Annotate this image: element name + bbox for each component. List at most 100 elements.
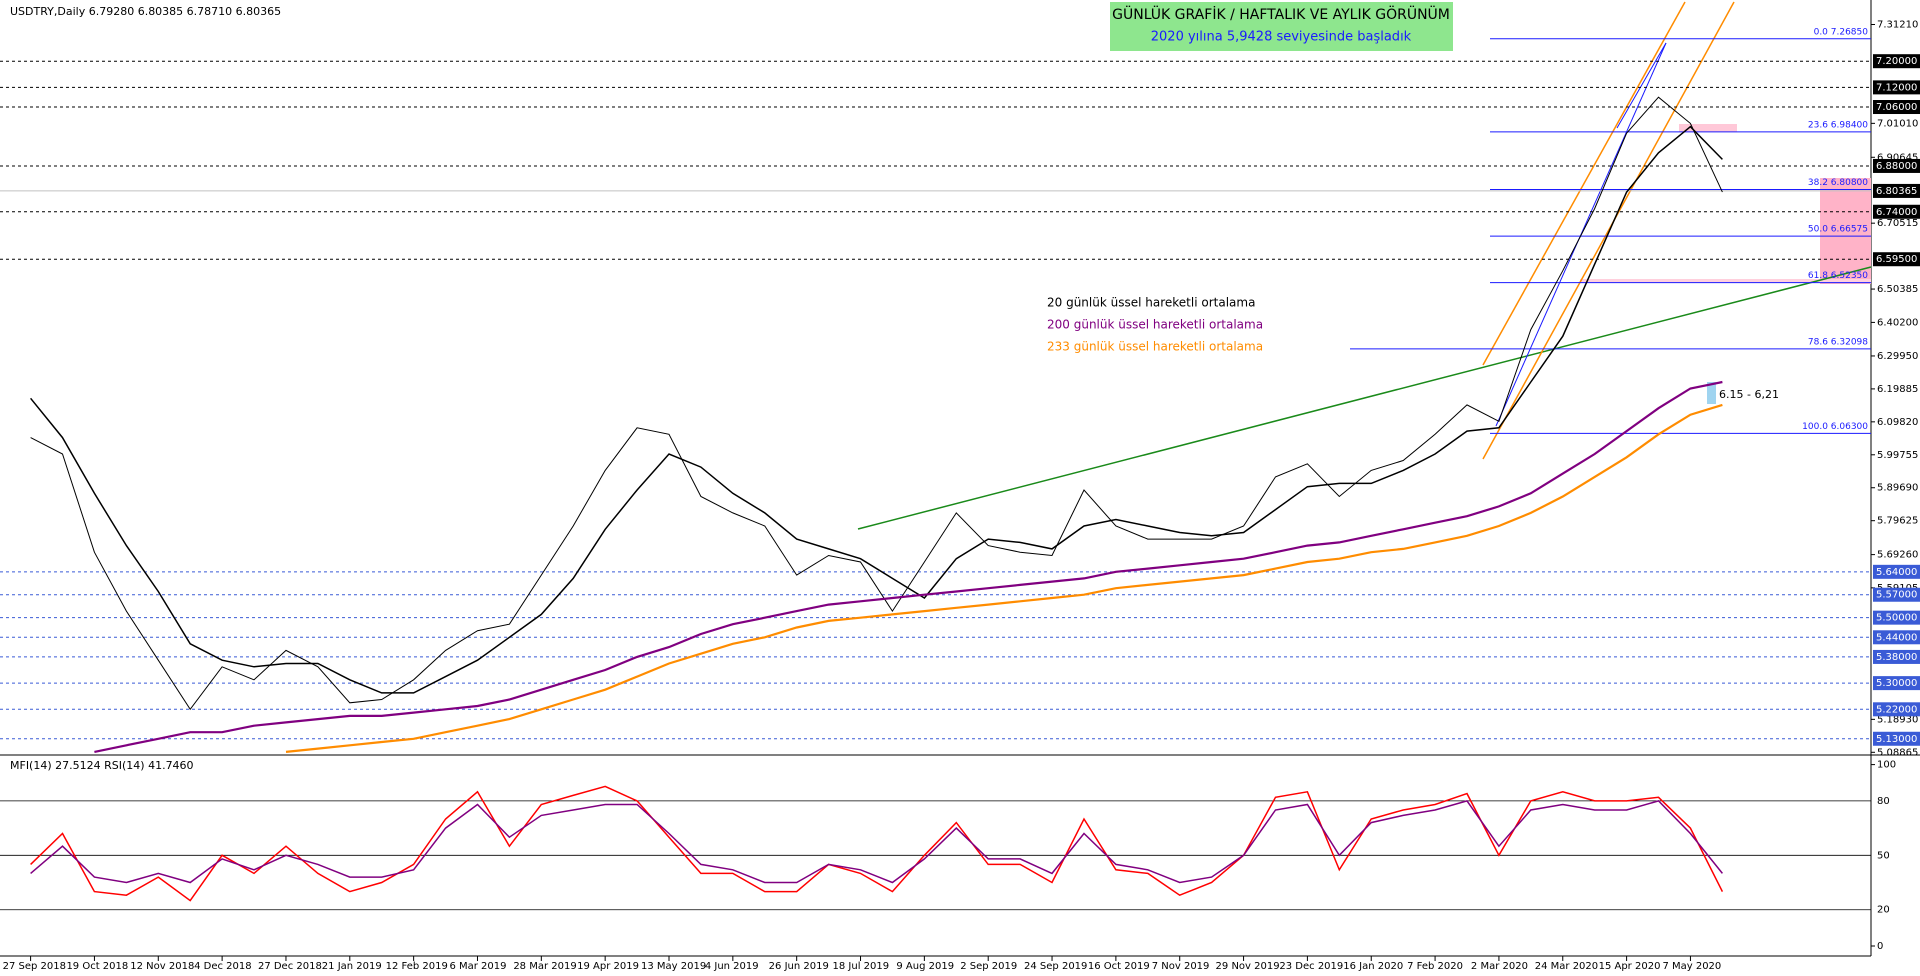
level-tag-label: 7.20000	[1876, 56, 1917, 67]
x-tick-label: 18 Jul 2019	[833, 961, 890, 972]
title-box	[1110, 2, 1453, 51]
ema-zone	[1707, 382, 1716, 404]
channel-inner-top	[1616, 42, 1667, 129]
x-tick-label: 29 Nov 2019	[1216, 961, 1280, 972]
x-tick-label: 4 Jun 2019	[705, 961, 759, 972]
header: USDTRY,Daily 6.79280 6.80385 6.78710 6.8…	[10, 5, 281, 18]
y-tick-label: 5.18930	[1877, 714, 1918, 725]
fib-label: 61.8 6.52350	[1808, 271, 1868, 281]
level-tag	[1873, 610, 1920, 625]
y-tick-label: 20	[1877, 905, 1890, 916]
fib-label: 38.2 6.80800	[1808, 178, 1868, 188]
level-tag-label: 5.64000	[1876, 567, 1917, 578]
level-tag	[1873, 204, 1920, 219]
y-tick-label: 7.31210	[1877, 20, 1918, 31]
x-tick-label: 7 Nov 2019	[1152, 961, 1210, 972]
channel-upper	[1482, 1, 1686, 366]
fib-label: 78.6 6.32098	[1808, 337, 1868, 347]
level-tag-label: 5.50000	[1876, 613, 1917, 624]
trend-line	[857, 266, 1872, 530]
price-tag-label: 6.80365	[1876, 186, 1917, 197]
y-tick-label: 5.69260	[1877, 550, 1918, 561]
annotation: 6.15 - 6,21	[1719, 388, 1779, 401]
level-tag	[1873, 649, 1920, 664]
x-tick-label: 16 Jan 2020	[1343, 961, 1403, 972]
legend-entry: 200 günlük üssel hareketli ortalama	[1047, 318, 1263, 332]
y-tick-label: 6.09820	[1877, 417, 1918, 428]
x-tick-label: 4 Dec 2018	[194, 961, 252, 972]
y-tick-label: 80	[1877, 796, 1890, 807]
level-tag-label: 5.57000	[1876, 590, 1917, 601]
legend-entry: 20 günlük üssel hareketli ortalama	[1047, 296, 1255, 310]
level-tag-label: 5.38000	[1876, 652, 1917, 663]
level-tag-label: 5.13000	[1876, 734, 1917, 745]
y-tick-label: 6.70515	[1877, 218, 1918, 229]
indicator-title: MFI(14) 27.5124 RSI(14) 41.7460	[10, 759, 194, 772]
resistance-zone	[1679, 124, 1737, 132]
fib-label: 0.0 7.26850	[1814, 27, 1869, 37]
level-tag	[1873, 587, 1920, 602]
level-tag-label: 6.59500	[1876, 254, 1917, 265]
y-tick-label: 6.50385	[1877, 284, 1918, 295]
x-tick-label: 26 Jun 2019	[769, 961, 829, 972]
level-tag-label: 5.22000	[1876, 704, 1917, 715]
y-tick-label: 50	[1877, 850, 1890, 861]
price-tag	[1873, 183, 1920, 198]
x-tick-label: 2 Sep 2019	[960, 961, 1017, 972]
series-line	[30, 785, 1724, 902]
level-tag	[1873, 158, 1920, 173]
y-tick-label: 6.29950	[1877, 351, 1918, 362]
level-tag	[1873, 252, 1920, 267]
y-tick-label: 7.01010	[1877, 118, 1918, 129]
x-tick-label: 6 Mar 2019	[449, 961, 506, 972]
level-tag-label: 6.88000	[1876, 161, 1917, 172]
fib-label: 50.0 6.66575	[1808, 225, 1868, 235]
y-tick-label: 5.79625	[1877, 516, 1918, 527]
level-tag	[1873, 54, 1920, 69]
y-tick-label: 5.99755	[1877, 450, 1918, 461]
plot-layer: 0.0 7.26850 23.6 6.98400 38.2 6.80800 50.0 …	[0, 20, 1920, 972]
x-tick-label: 24 Mar 2020	[1535, 961, 1598, 972]
x-tick-label: 7 Feb 2020	[1407, 961, 1463, 972]
y-tick-label: 6.19885	[1877, 384, 1918, 395]
level-tag-label: 5.30000	[1876, 678, 1917, 689]
chart-title: GÜNLÜK GRAFİK / HAFTALIK VE AYLIK GÖRÜNÜ…	[1112, 5, 1450, 23]
level-tag	[1873, 100, 1920, 115]
x-tick-label: 9 Aug 2019	[896, 961, 954, 972]
price-axis: 7.31210 7.01010 6.90645 6.70515 6.50385 6.402…	[1871, 20, 1920, 758]
x-tick-label: 27 Dec 2018	[258, 961, 322, 972]
y-tick-label: 0	[1877, 941, 1883, 952]
fib-label: 23.6 6.98400	[1808, 120, 1868, 130]
level-tag	[1873, 80, 1920, 95]
level-tag-label: 6.74000	[1876, 207, 1917, 218]
x-tick-label: 24 Sep 2019	[1024, 961, 1087, 972]
x-tick-label: 28 Mar 2019	[513, 961, 576, 972]
x-tick-label: 2 Mar 2020	[1471, 961, 1528, 972]
y-tick-label: 5.89690	[1877, 483, 1918, 494]
series-line	[285, 403, 1723, 753]
level-tag-label: 7.06000	[1876, 102, 1917, 113]
level-tag	[1873, 564, 1920, 579]
x-tick-label: 13 May 2019	[641, 961, 706, 972]
series-line	[30, 125, 1723, 694]
legend-entry: 233 günlük üssel hareketli ortalama	[1047, 340, 1263, 354]
fib-label: 100.0 6.06300	[1802, 422, 1868, 432]
fib-zone	[1580, 279, 1871, 283]
level-tag-label: 5.44000	[1876, 632, 1917, 643]
level-tag	[1873, 630, 1920, 645]
x-tick-label: 15 Apr 2020	[1599, 961, 1661, 972]
level-tag	[1873, 731, 1920, 746]
y-tick-label: 100	[1877, 760, 1896, 771]
y-tick-label: 5.08865	[1877, 747, 1918, 758]
level-tag	[1873, 676, 1920, 691]
x-tick-label: 19 Oct 2018	[66, 961, 128, 972]
series-line	[30, 800, 1723, 884]
x-tick-label: 27 Sep 2018	[3, 961, 66, 972]
target-zone	[1820, 178, 1871, 284]
channel-lower	[1482, 1, 1735, 460]
y-tick-label: 6.90645	[1877, 152, 1918, 163]
x-tick-label: 16 Oct 2019	[1088, 961, 1150, 972]
level-tag-label: 7.12000	[1876, 82, 1917, 93]
